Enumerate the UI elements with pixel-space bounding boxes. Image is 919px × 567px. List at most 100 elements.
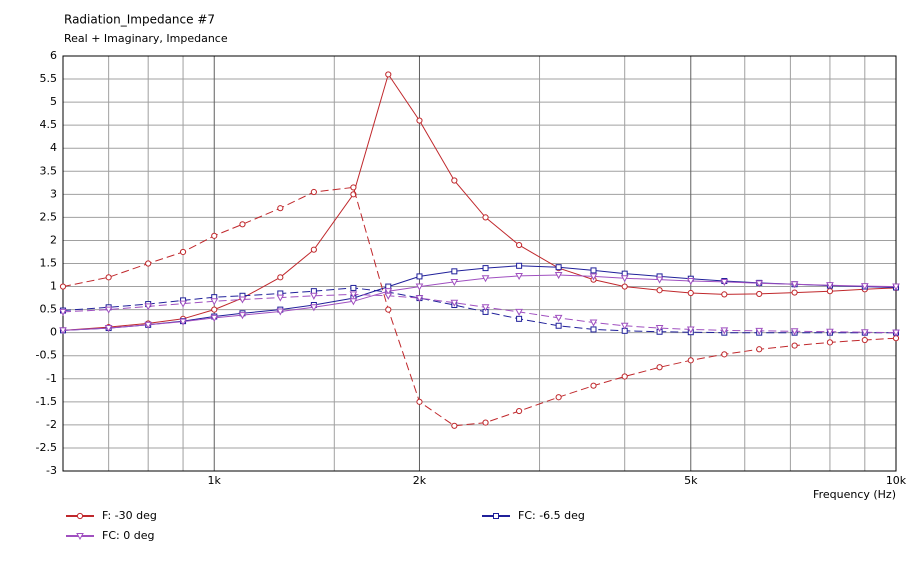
y-tick-label: 3 [50, 187, 57, 200]
marker [210, 314, 219, 322]
legend-label: F: -30 deg [102, 509, 157, 522]
marker [211, 232, 218, 239]
marker [516, 315, 523, 322]
marker [655, 325, 664, 333]
marker [826, 328, 834, 336]
chart-subtitle: Real + Imaginary, Impedance [64, 32, 228, 45]
marker [590, 326, 597, 333]
y-tick-label: 4 [50, 141, 57, 154]
marker [451, 268, 458, 275]
legend-marker [76, 533, 84, 541]
marker [481, 304, 490, 312]
marker [790, 328, 799, 336]
y-tick-label: 5.5 [40, 72, 58, 85]
marker [104, 325, 113, 333]
marker [860, 283, 869, 291]
marker [554, 314, 563, 322]
marker [687, 289, 694, 297]
marker [451, 177, 458, 184]
plot-frame [62, 55, 897, 472]
marker [310, 188, 317, 196]
marker [59, 283, 67, 290]
legend-label: FC: 0 deg [102, 529, 154, 542]
marker [277, 205, 284, 212]
marker [179, 318, 187, 326]
marker [720, 327, 729, 335]
marker [892, 329, 900, 337]
marker [349, 291, 358, 299]
marker [892, 283, 900, 291]
marker [756, 346, 763, 353]
marker [555, 394, 562, 401]
y-tick-label: -1.5 [36, 395, 57, 408]
y-tick-label: 6 [50, 49, 57, 62]
marker [59, 327, 67, 335]
marker [554, 272, 563, 280]
x-axis-label: Frequency (Hz) [813, 488, 896, 501]
y-tick-label: 2 [50, 233, 57, 246]
y-tick-label: -2 [46, 418, 57, 431]
marker [385, 306, 392, 313]
marker [276, 294, 285, 302]
marker [385, 71, 392, 78]
marker [755, 280, 764, 288]
marker [589, 319, 598, 327]
marker [350, 284, 357, 291]
marker [145, 260, 152, 267]
marker [861, 336, 868, 344]
marker [482, 214, 489, 221]
marker [826, 282, 834, 290]
marker [310, 246, 317, 253]
marker [238, 312, 247, 320]
marker [450, 299, 459, 307]
marker [384, 288, 393, 296]
marker [589, 273, 598, 281]
x-tick-label: 10k [886, 474, 907, 487]
marker [349, 298, 358, 306]
x-tick-label: 5k [684, 474, 698, 487]
marker [451, 422, 458, 429]
y-tick-label: 1.5 [40, 257, 58, 270]
y-tick-label: 2.5 [40, 210, 58, 223]
marker [276, 308, 285, 316]
marker [211, 306, 218, 313]
marker [416, 117, 423, 124]
y-tick-label: 3.5 [40, 164, 58, 177]
marker [687, 357, 694, 364]
marker [621, 283, 628, 290]
y-tick-label: 0 [50, 326, 57, 339]
marker [350, 184, 357, 191]
marker [416, 273, 423, 280]
x-tick-label: 1k [208, 474, 222, 487]
x-tick-label: 2k [413, 474, 427, 487]
y-tick-label: -1 [46, 372, 57, 385]
marker [655, 276, 664, 284]
marker [144, 321, 153, 329]
marker [656, 364, 663, 371]
marker [791, 342, 798, 349]
marker [790, 281, 799, 289]
marker [450, 278, 459, 286]
marker [590, 382, 597, 389]
marker [826, 339, 834, 346]
chart-title: Radiation_Impedance #7 [64, 13, 215, 27]
marker [721, 291, 728, 298]
y-tick-label: 0.5 [40, 303, 58, 316]
marker [656, 287, 663, 294]
marker [210, 298, 219, 306]
marker [105, 274, 112, 281]
marker [515, 407, 523, 415]
marker [621, 373, 628, 380]
marker [590, 267, 597, 274]
marker [482, 265, 489, 272]
marker [416, 398, 423, 405]
marker [310, 304, 318, 312]
y-tick-label: -0.5 [36, 349, 57, 362]
marker [515, 308, 523, 316]
y-tick-label: -2.5 [36, 441, 57, 454]
marker [104, 306, 113, 314]
y-tick-label: 5 [50, 95, 57, 108]
legend-marker [493, 513, 499, 519]
marker [721, 351, 728, 358]
marker [860, 329, 869, 337]
